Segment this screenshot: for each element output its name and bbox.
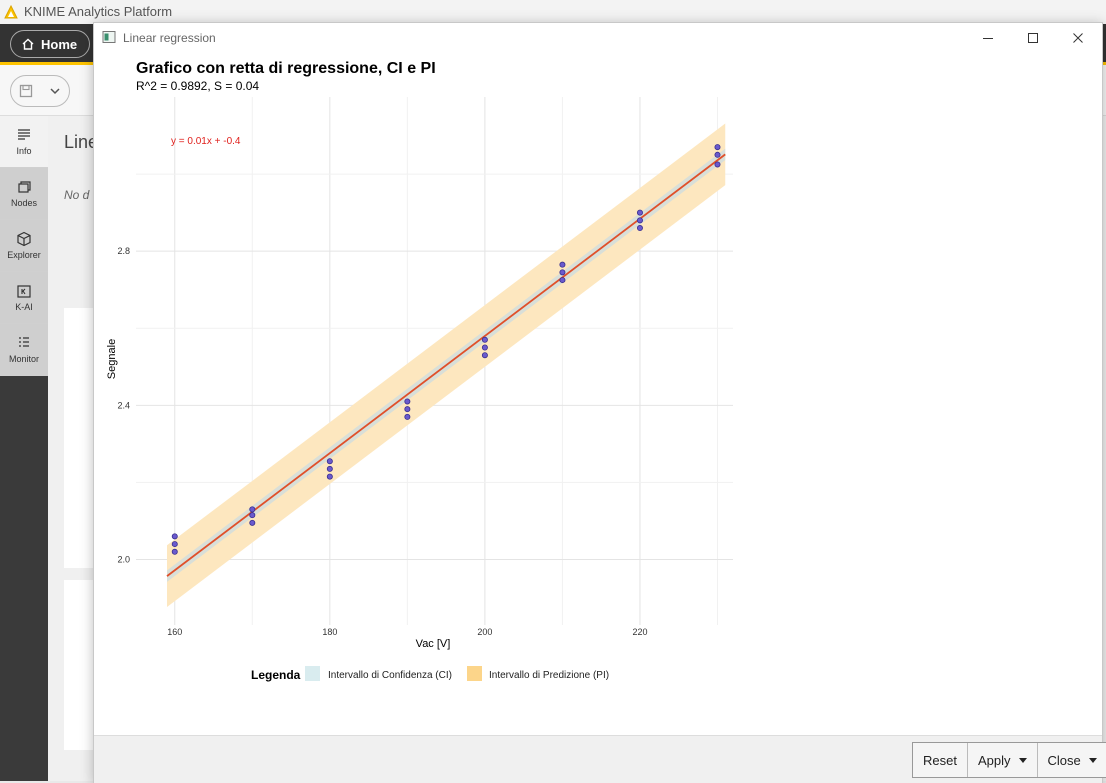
data-point <box>327 474 332 479</box>
data-point <box>250 520 255 525</box>
data-point <box>405 399 410 404</box>
dialog-footer: Reset Apply Close <box>94 735 1102 783</box>
reset-label: Reset <box>923 753 957 768</box>
sidebar-item-label: Nodes <box>11 198 37 208</box>
save-menu-button[interactable] <box>10 75 70 107</box>
legend: Legenda Intervallo di Confidenza (CI) In… <box>251 666 609 682</box>
data-point <box>637 218 642 223</box>
linear-regression-dialog: Linear regression Grafico con retta di r… <box>93 22 1103 783</box>
data-point <box>637 225 642 230</box>
info-lines-icon <box>16 127 32 143</box>
regression-equation: y = 0.01x + -0.4 <box>171 136 241 147</box>
data-point <box>560 270 565 275</box>
data-point <box>250 513 255 518</box>
sidebar-item-nodes[interactable]: Nodes <box>0 168 48 220</box>
x-tick-label: 220 <box>632 627 647 637</box>
chart-subtitle: R^2 = 0.9892, S = 0.04 <box>136 79 259 93</box>
legend-title: Legenda <box>251 668 301 682</box>
data-point <box>405 407 410 412</box>
chevron-down-icon <box>49 85 61 97</box>
data-point <box>637 210 642 215</box>
x-axis-label: Vac [V] <box>416 638 451 650</box>
data-point <box>715 162 720 167</box>
sidebar-item-monitor[interactable]: Monitor <box>0 324 48 376</box>
app-title: KNIME Analytics Platform <box>24 4 172 19</box>
maximize-icon <box>1027 32 1039 44</box>
data-point <box>715 145 720 150</box>
close-window-button[interactable] <box>1063 27 1093 49</box>
legend-swatch-pi <box>467 666 482 681</box>
close-label: Close <box>1048 753 1081 768</box>
dialog-titlebar: Linear regression <box>94 23 1102 53</box>
data-point <box>405 414 410 419</box>
sidebar-item-label: Monitor <box>9 354 39 364</box>
chart-title: Grafico con retta di regressione, CI e P… <box>136 60 436 77</box>
explorer-cube-icon <box>16 231 32 247</box>
x-tick-label: 200 <box>477 627 492 637</box>
dialog-body: Grafico con retta di regressione, CI e P… <box>94 53 1102 733</box>
data-point <box>250 507 255 512</box>
data-point <box>560 277 565 282</box>
footer-button-group: Reset Apply Close <box>912 742 1106 778</box>
y-axis-label: Segnale <box>106 339 118 379</box>
sidebar-item-label: Info <box>16 146 31 156</box>
sidebar-item-label: K-AI <box>15 302 33 312</box>
app-sidebar: Info Nodes Explorer K-AI Monitor <box>0 116 48 781</box>
sidebar-item-info[interactable]: Info <box>0 116 48 168</box>
close-icon <box>1072 32 1084 44</box>
home-button[interactable]: Home <box>10 30 90 58</box>
data-point <box>327 459 332 464</box>
x-tick-labels: 160 180 200 220 <box>167 627 647 637</box>
home-icon <box>21 37 35 51</box>
y-tick-label: 2.0 <box>117 554 130 564</box>
apply-label: Apply <box>978 753 1011 768</box>
data-point <box>482 353 487 358</box>
dialog-title: Linear regression <box>123 31 216 45</box>
data-point <box>327 466 332 471</box>
data-point <box>172 534 177 539</box>
view-window-icon <box>102 30 116 44</box>
apply-button[interactable]: Apply <box>967 743 1037 777</box>
sidebar-item-explorer[interactable]: Explorer <box>0 220 48 272</box>
knime-logo-icon <box>4 5 18 19</box>
reset-button[interactable]: Reset <box>913 743 967 777</box>
x-tick-label: 180 <box>322 627 337 637</box>
x-tick-label: 160 <box>167 627 182 637</box>
sidebar-item-k-ai[interactable]: K-AI <box>0 272 48 324</box>
regression-chart: Grafico con retta di regressione, CI e P… <box>94 53 1102 733</box>
data-point <box>560 262 565 267</box>
data-point <box>172 541 177 546</box>
data-point <box>172 549 177 554</box>
background-node-description: No d <box>64 188 89 202</box>
data-point <box>482 345 487 350</box>
legend-label-ci: Intervallo di Confidenza (CI) <box>328 670 452 681</box>
data-point <box>482 337 487 342</box>
sidebar-item-label: Explorer <box>7 250 41 260</box>
nodes-icon <box>16 179 32 195</box>
home-label: Home <box>41 37 77 52</box>
close-button[interactable]: Close <box>1037 743 1106 777</box>
data-point <box>715 152 720 157</box>
minimize-button[interactable] <box>973 27 1003 49</box>
caret-down-icon <box>1089 758 1097 763</box>
monitor-list-icon <box>16 335 32 351</box>
minimize-icon <box>982 32 994 44</box>
y-tick-labels: 2.0 2.4 2.8 <box>117 246 130 564</box>
save-icon <box>19 84 33 98</box>
k-ai-icon <box>16 283 32 299</box>
maximize-button[interactable] <box>1018 27 1048 49</box>
legend-swatch-ci <box>305 666 320 681</box>
y-tick-label: 2.4 <box>117 400 130 410</box>
legend-label-pi: Intervallo di Predizione (PI) <box>489 670 609 681</box>
caret-down-icon <box>1019 758 1027 763</box>
y-tick-label: 2.8 <box>117 246 130 256</box>
